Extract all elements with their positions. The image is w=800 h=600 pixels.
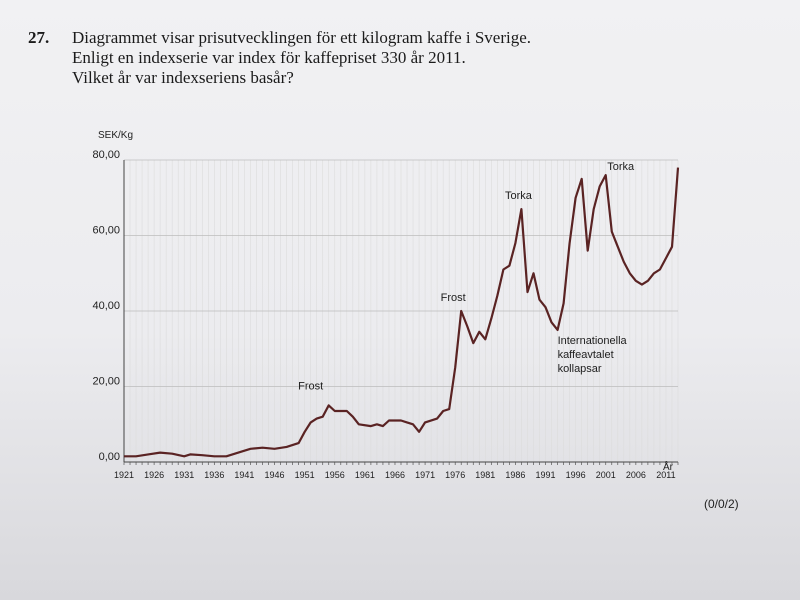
x-tick-label: 1941 [234,470,254,480]
x-tick-label: 2006 [626,470,646,480]
question-number: 27. [28,28,50,47]
annotation-label: Torka [607,161,635,173]
x-tick-label: 1946 [265,470,285,480]
x-axis-label: År [663,460,674,473]
y-tick-label: 40,00 [92,300,120,312]
y-axis-label: SEK/Kg [98,130,133,141]
question-text: Diagrammet visar prisutvecklingen för et… [72,28,772,88]
x-tick-label: 1921 [114,470,134,480]
x-tick-label: 1981 [475,470,495,480]
x-tick-label: 2001 [596,470,616,480]
x-tick-label: 1951 [295,470,315,480]
y-tick-labels: 0,00 20,00 40,00 60,00 80,00 [92,149,120,463]
question-line-2: Enligt en indexserie var index för kaffe… [72,48,466,67]
x-tick-label: 1976 [445,470,465,480]
question-line-3: Vilket år var indexseriens basår? [72,68,294,87]
x-tick-label: 1956 [325,470,345,480]
x-tick-label: 1991 [536,470,556,480]
x-tick-labels: 1921 1926 1931 1936 1941 1946 1951 1956 1961 1966… [114,470,676,480]
annotation-label: Frost [298,380,323,392]
x-tick-label: 1931 [174,470,194,480]
annotation-label: Internationella kaffeavtalet kollapsar [558,335,628,375]
x-tick-label: 1971 [415,470,435,480]
points-label: (0/0/2) [704,497,739,511]
chart-annotations: Frost Frost Torka Torka Internationella kaffe… [298,161,635,392]
x-tick-label: 1936 [204,470,224,480]
annotation-label: Frost [441,292,466,304]
x-tick-label: 1986 [505,470,525,480]
y-tick-label: 80,00 [92,149,120,161]
x-tick-label: 1926 [144,470,164,480]
annotation-label: Torka [505,190,533,202]
x-tick-label: 1996 [566,470,586,480]
annotation-line: kollapsar [558,363,602,375]
chart-axes: SEK/Kg År [98,130,674,473]
chart-grid [123,159,679,465]
y-tick-label: 0,00 [99,451,120,463]
x-tick-label: 1961 [355,470,375,480]
x-tick-label: 2011 [656,470,675,480]
annotation-line: Internationella [558,335,628,347]
price-series-line [124,167,680,458]
x-tick-label: 1966 [385,470,405,480]
annotation-line: kaffeavtalet [558,349,614,361]
question-line-1: Diagrammet visar prisutvecklingen för et… [72,28,532,47]
y-tick-label: 20,00 [92,376,120,388]
y-tick-label: 60,00 [92,225,120,237]
